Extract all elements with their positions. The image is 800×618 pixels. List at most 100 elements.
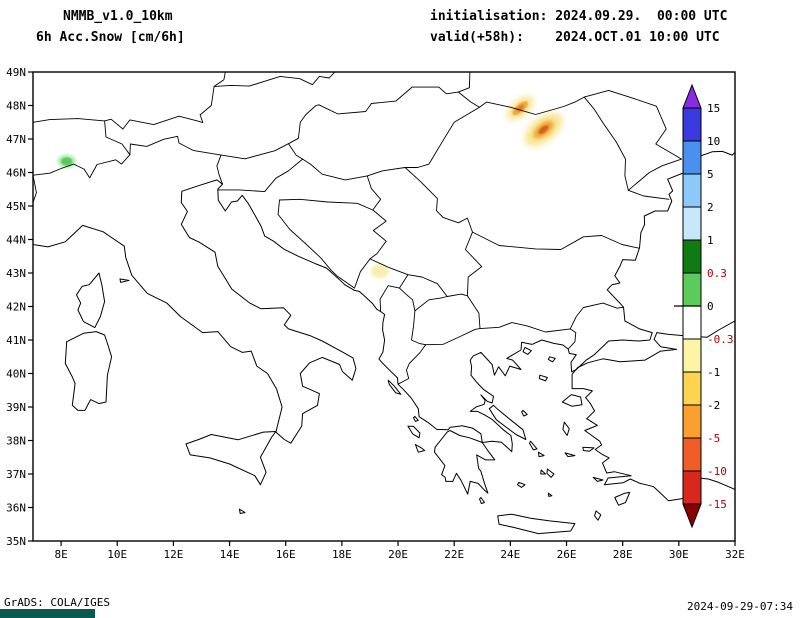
model-name: NMMB_v1.0_10km	[63, 9, 173, 24]
border-serbia-bulgaria	[464, 231, 483, 297]
lat-tick-label: 45N	[6, 200, 26, 213]
colorbar-label: 1	[707, 234, 714, 247]
coastline-sicily	[185, 431, 277, 486]
lat-tick-label: 39N	[6, 401, 26, 414]
lat-tick-label: 36N	[6, 502, 26, 515]
border-moldova-ukraine	[583, 89, 683, 191]
lon-tick-label: 8E	[54, 548, 67, 561]
colorbar-cell	[682, 107, 702, 142]
border-kosovo-albania	[407, 295, 416, 312]
coastline-karpathos	[594, 510, 602, 521]
border-bulgaria-greece	[479, 322, 571, 333]
coastline-paros	[540, 469, 546, 475]
border-macedonia-albania	[411, 310, 427, 346]
border-macedonia-kosovo	[414, 296, 448, 312]
map-frame	[32, 71, 736, 542]
border-macedonia-bulgaria	[466, 295, 481, 330]
colorbar-label: -1	[707, 366, 720, 379]
coastline-greece-aegean	[447, 339, 569, 453]
border-bulgaria-turkey	[569, 302, 624, 330]
border-slovakia-hungary	[318, 86, 459, 115]
alps-snow-spot	[61, 157, 73, 166]
lat-tick-label: 46N	[6, 167, 26, 180]
colorbar-label: 2	[707, 201, 714, 214]
border-danube-delta-border	[627, 189, 670, 200]
coastline-corsica	[76, 272, 106, 329]
lon-tick-label: 30E	[669, 548, 689, 561]
colorbar-label: -10	[707, 465, 727, 478]
creation-timestamp: 2024-09-29-07:34	[687, 600, 793, 613]
colorbar-cell	[682, 305, 702, 340]
border-prut-moldova	[583, 96, 629, 191]
coastline-lemnos	[538, 374, 548, 382]
colorbar-label: 0	[707, 300, 714, 313]
coastline-crete	[497, 513, 576, 535]
coastline-samos	[582, 446, 595, 452]
border-hungary-romania	[404, 106, 480, 168]
border-montenegro-albania	[379, 285, 409, 312]
lon-tick-label: 24E	[500, 548, 520, 561]
colorbar-cell	[682, 239, 702, 274]
coastline-samothrace	[547, 356, 556, 363]
border-france-italy	[33, 174, 37, 204]
coastline-ikaria	[564, 452, 576, 458]
border-hungary-serbia	[366, 167, 406, 177]
lon-tick-label: 12E	[163, 548, 183, 561]
colorbar-label: -0.3	[707, 333, 734, 346]
border-hungary-ukraine	[457, 91, 480, 108]
lat-tick-label: 35N	[6, 535, 26, 548]
colorbar-cell	[682, 206, 702, 241]
border-romania-ukraine	[479, 96, 585, 115]
colorbar-label: -2	[707, 399, 720, 412]
lat-tick-label: 37N	[6, 468, 26, 481]
colorbar-label: 15	[707, 102, 720, 115]
coastline-naxos	[546, 468, 555, 478]
coastline-peloponnese	[434, 430, 496, 495]
coastline-andros	[529, 440, 538, 451]
lon-tick-label: 28E	[613, 548, 633, 561]
lat-tick-label: 48N	[6, 100, 26, 113]
valid-time-label: valid(+58h): 2024.OCT.01 10:00 UTC	[430, 30, 720, 45]
border-albania-greece	[397, 344, 427, 385]
colorbar-label: 10	[707, 135, 720, 148]
lon-tick-label: 16E	[276, 548, 296, 561]
coastline-malta	[238, 508, 246, 514]
colorbar-cell	[682, 173, 702, 208]
coastline-skyros	[521, 409, 528, 417]
colorbar-label: 0.3	[707, 267, 727, 280]
colorbar-arrow-bottom	[682, 503, 702, 529]
colorbar-label: -15	[707, 498, 727, 511]
carpathians-se-snow-spot	[538, 125, 549, 134]
lon-tick-label: 14E	[220, 548, 240, 561]
colorbar-cell	[682, 437, 702, 472]
lat-tick-label: 40N	[6, 368, 26, 381]
coastline-anatolia-marmara-aegean-med	[571, 332, 735, 502]
border-austria-hungary	[288, 104, 320, 145]
lat-tick-label: 42N	[6, 301, 26, 314]
coastline-corfu	[387, 379, 402, 395]
coastline-italy	[33, 179, 357, 444]
coastline-thasos	[522, 346, 532, 355]
border-slovenia-croatia	[217, 158, 304, 193]
border-kosovo-serbia-macedonia	[407, 274, 468, 297]
colorbar-label: 5	[707, 168, 714, 181]
init-time-label: initialisation: 2024.09.29. 00:00 UTC	[430, 9, 728, 24]
border-macedonia-greece	[425, 328, 481, 346]
border-serbia-romania	[404, 167, 473, 233]
colorbar-cell	[682, 140, 702, 175]
coastline-milos	[516, 481, 526, 488]
lon-tick-label: 22E	[444, 548, 464, 561]
border-italy-slovenia	[216, 154, 223, 185]
map-area	[33, 72, 735, 535]
border-romania-bulgaria	[472, 231, 640, 250]
colorbar-cell	[682, 404, 702, 439]
lat-tick-label: 38N	[6, 435, 26, 448]
border-hungary-croatia	[302, 158, 368, 181]
border-czech-austrian	[213, 72, 336, 87]
colorbar-arrow-top	[682, 83, 702, 109]
grads-credit: GrADS: COLA/IGES	[4, 596, 110, 609]
coastline-elba	[119, 278, 130, 283]
coastline-lesbos	[561, 394, 583, 407]
border-montenegro-serbia-kosovo	[369, 258, 409, 289]
